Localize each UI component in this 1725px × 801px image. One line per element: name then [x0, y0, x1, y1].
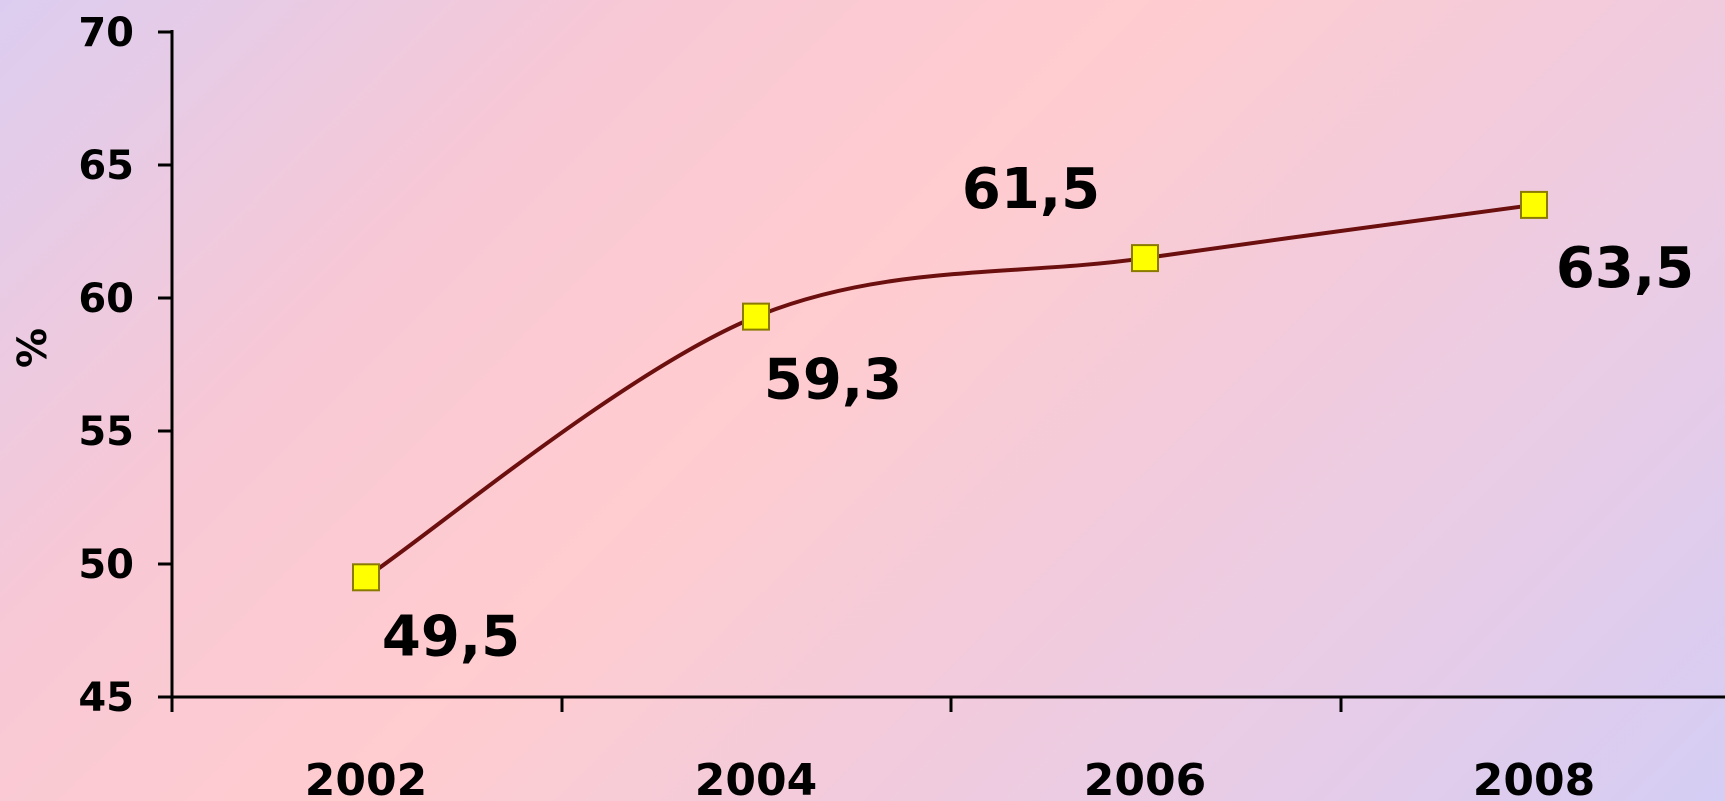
- data-point-marker: [1131, 244, 1159, 273]
- y-axis-title: %: [10, 328, 56, 368]
- y-tick-label: 50: [78, 542, 134, 588]
- y-tick-label: 70: [78, 10, 134, 56]
- data-label: 59,3: [764, 348, 902, 413]
- y-tick-label: 65: [78, 143, 134, 189]
- data-point-marker: [352, 563, 380, 592]
- x-axis-ticks: [170, 697, 1343, 712]
- x-category-label: 2006: [1084, 755, 1206, 801]
- x-category-label: 2008: [1473, 755, 1595, 801]
- series-markers: [352, 190, 1548, 592]
- x-category-label: 2004: [695, 755, 817, 801]
- y-tick-label: 55: [78, 409, 134, 455]
- series-line: [364, 202, 1535, 579]
- y-axis-ticks: 45 50 55 60 65 70: [78, 10, 172, 721]
- y-tick-label: 60: [78, 276, 134, 322]
- data-point-marker: [1520, 190, 1548, 219]
- data-labels: 49,5 59,3 61,5 63,5: [382, 157, 1694, 669]
- x-axis-labels: 2002 2004 2006 2008: [305, 755, 1595, 801]
- y-tick-label: 45: [78, 675, 134, 721]
- data-point-marker: [742, 302, 770, 331]
- data-label: 49,5: [382, 604, 520, 669]
- data-label: 61,5: [962, 157, 1100, 222]
- data-label: 63,5: [1556, 236, 1694, 301]
- x-category-label: 2002: [305, 755, 427, 801]
